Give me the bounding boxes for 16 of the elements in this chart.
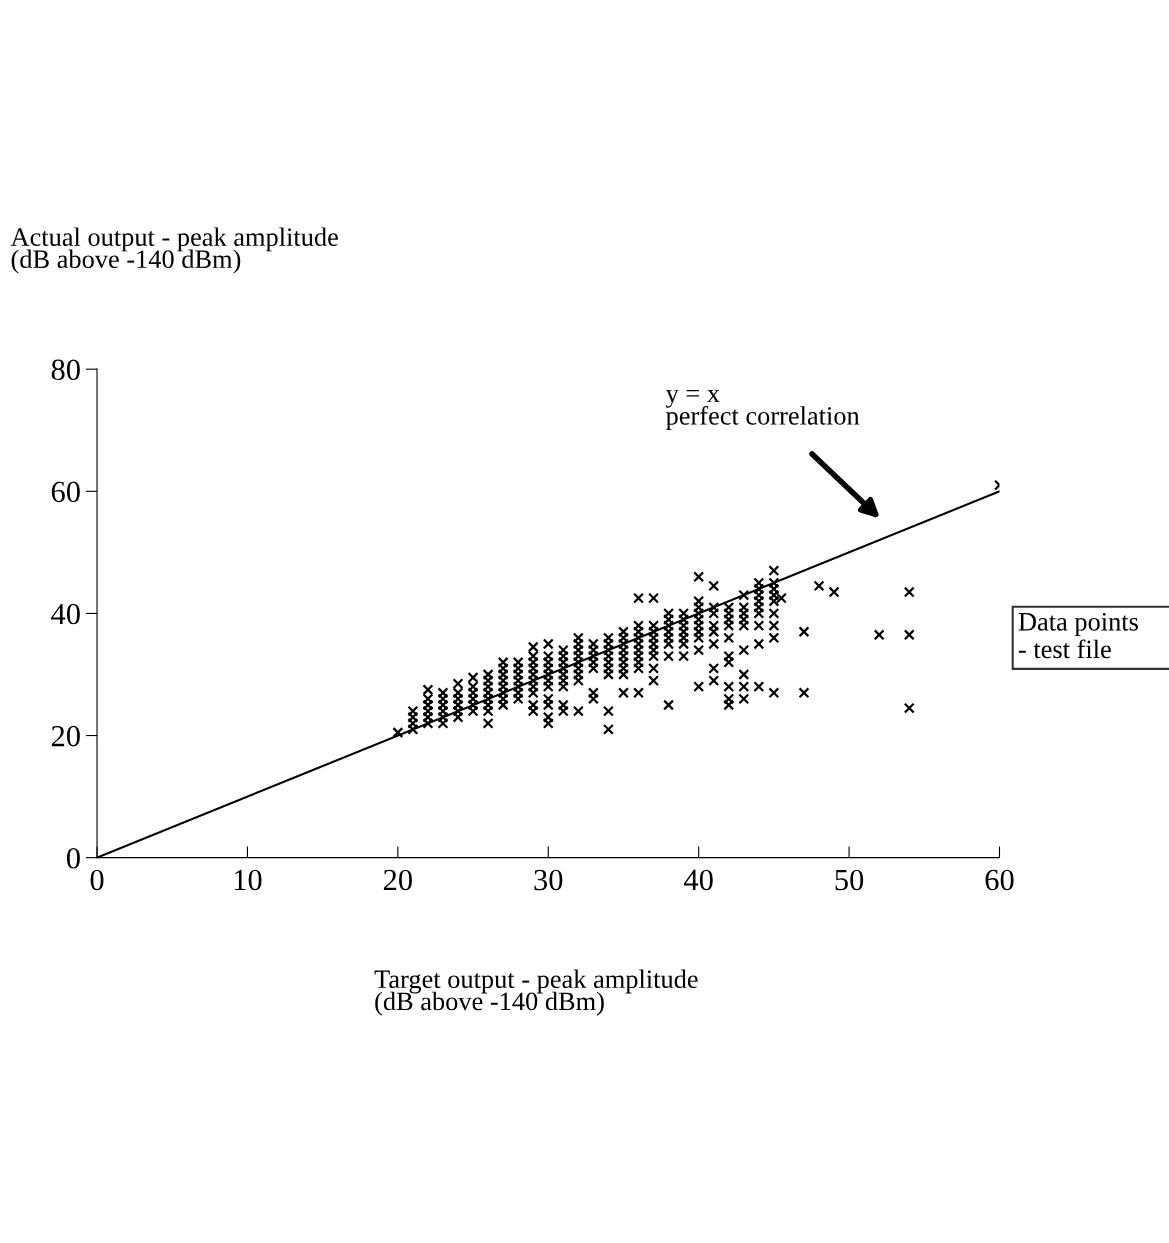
x-tick-label: 40 bbox=[683, 869, 713, 891]
y-tick-label: 40 bbox=[51, 603, 80, 625]
y-tick-label: 80 bbox=[51, 359, 80, 381]
x-tick-label: 0 bbox=[90, 869, 104, 891]
x-tick-label: 50 bbox=[835, 869, 864, 891]
x-tick-label: 30 bbox=[534, 869, 563, 891]
y-tick-label: 0 bbox=[66, 847, 80, 869]
text: Data points - test file bbox=[1018, 612, 1138, 659]
x-axis-title: Target output - peak amplitude (dB above -140 dBm) bbox=[374, 969, 698, 1016]
y-tick-label: 60 bbox=[51, 481, 80, 503]
x-tick-label: 60 bbox=[985, 869, 1014, 891]
annotation: y = x perfect correlation bbox=[665, 389, 860, 431]
y-tick-label: 20 bbox=[51, 725, 80, 747]
y-axis-title: Actual output - peak amplitude (dB above -140 dBm) bbox=[10, 227, 338, 274]
x-tick-label: 10 bbox=[234, 869, 262, 891]
x-tick-label: 20 bbox=[383, 869, 412, 891]
